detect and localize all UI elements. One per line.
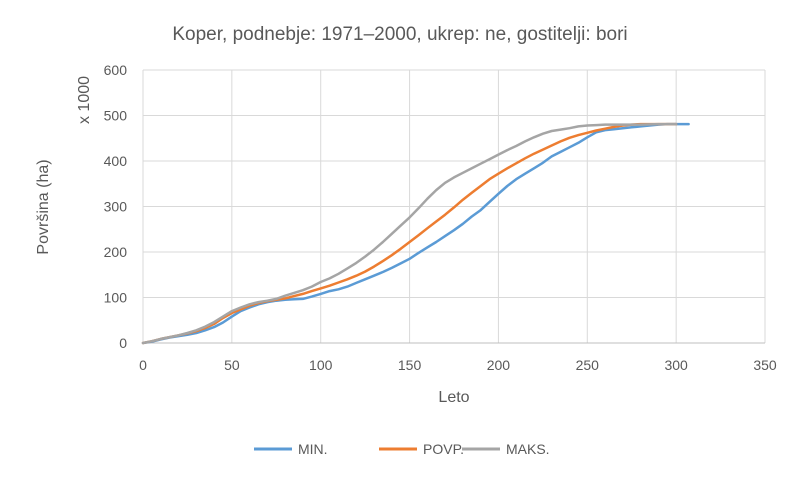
series-line-povp — [141, 122, 678, 345]
y-axis-title: Površina (ha) — [35, 159, 52, 254]
x-tick-label: 100 — [309, 357, 333, 373]
y-axis-multiplier-label: x 1000 — [76, 76, 93, 124]
x-tick-label: 350 — [753, 357, 777, 373]
y-tick-label: 300 — [104, 199, 128, 215]
x-tick-label: 300 — [664, 357, 688, 373]
y-tick-label: 200 — [104, 244, 128, 260]
x-tick-label: 50 — [224, 357, 240, 373]
y-tick-label: 0 — [119, 335, 127, 351]
axes — [142, 70, 765, 344]
series-line-min — [141, 122, 690, 345]
legend-label: MIN. — [298, 441, 328, 457]
tick-labels: 0 50 100 150 200 250 300 350 0 100 200 300 400 500 600 — [104, 62, 777, 373]
series-line-maks — [141, 122, 678, 345]
x-tick-label: 250 — [576, 357, 600, 373]
y-tick-label: 100 — [104, 290, 128, 306]
gridlines — [143, 69, 766, 343]
x-tick-label: 200 — [487, 357, 511, 373]
legend-label: MAKS. — [506, 441, 550, 457]
series-lines — [141, 122, 690, 345]
y-tick-label: 400 — [104, 153, 128, 169]
legend-label: POVP. — [423, 441, 464, 457]
y-tick-label: 500 — [104, 108, 128, 124]
y-tick-label: 600 — [104, 62, 128, 78]
x-tick-label: 0 — [139, 357, 147, 373]
legend: MIN. POVP. MAKS. — [254, 441, 550, 457]
x-tick-label: 150 — [398, 357, 422, 373]
chart-title: Koper, podnebje: 1971–2000, ukrep: ne, g… — [172, 24, 627, 45]
x-axis-title: Leto — [438, 389, 469, 406]
